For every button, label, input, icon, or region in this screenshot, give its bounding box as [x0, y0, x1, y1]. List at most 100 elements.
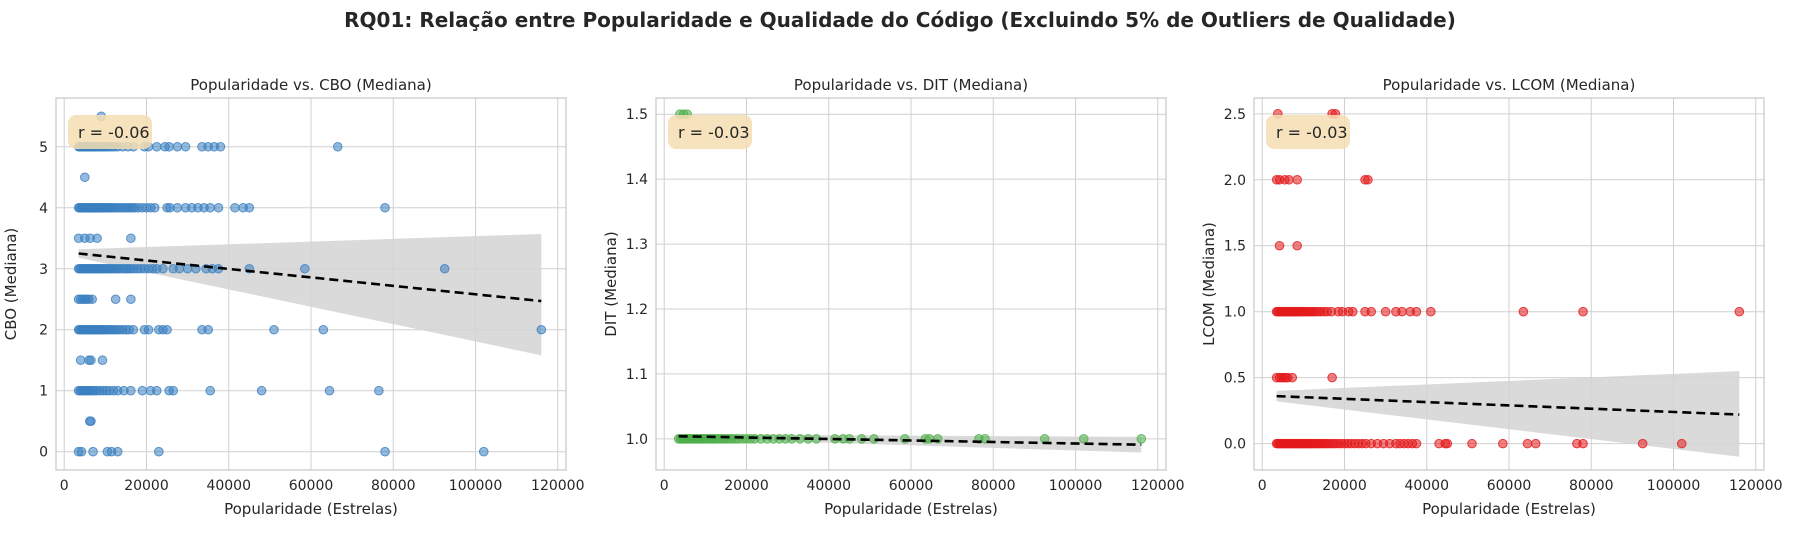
data-point	[536, 324, 547, 335]
figure-suptitle: RQ01: Relação entre Popularidade e Quali…	[344, 8, 1456, 32]
plot-area	[673, 109, 1147, 453]
axes-frame	[1253, 97, 1765, 471]
y-tick-label: 0.0	[1224, 437, 1246, 453]
data-point	[128, 324, 139, 335]
data-point	[1292, 240, 1302, 251]
data-point	[88, 446, 98, 457]
data-point	[478, 446, 489, 457]
data-point	[154, 446, 164, 457]
data-point	[180, 141, 191, 152]
data-point	[1578, 306, 1588, 317]
data-point	[1347, 306, 1358, 317]
data-point	[126, 294, 136, 305]
x-tick-label: 0	[60, 478, 69, 494]
trend-line	[1276, 394, 1740, 416]
y-tick-label: 2.5	[1224, 107, 1246, 123]
x-tick-label: 20000	[1322, 478, 1367, 494]
annotation-text: r = -0.06	[78, 123, 150, 142]
x-tick-label: 100000	[1049, 478, 1102, 494]
x-tick-label: 20000	[724, 478, 769, 494]
trend-line	[678, 434, 1142, 446]
data-point	[215, 141, 226, 152]
x-tick-label: 80000	[1569, 478, 1614, 494]
data-point	[205, 202, 216, 213]
x-tick-label: 0	[1258, 478, 1267, 494]
data-point	[158, 263, 168, 274]
x-axis-label: Popularidade (Estrelas)	[224, 500, 398, 518]
data-point	[324, 385, 335, 396]
y-tick-label: 5	[39, 140, 48, 156]
data-point	[112, 446, 123, 457]
x-tick-label: 0	[660, 478, 669, 494]
correlation-annotation: r = -0.03	[1266, 115, 1350, 149]
chart-panel-1: 0 20000 40000 60000 80000 100000 120000 0 1 2 3 4 5 P…	[2, 76, 585, 518]
y-tick-label: 1.0	[1224, 305, 1246, 321]
data-point	[1327, 372, 1337, 383]
x-tick-label: 20000	[124, 478, 169, 494]
annotation-text: r = -0.03	[1276, 123, 1348, 142]
data-point	[1397, 306, 1407, 317]
annotation-box	[668, 115, 752, 149]
y-axis-label: CBO (Mediana)	[2, 228, 20, 341]
x-tick-label: 120000	[1131, 478, 1184, 494]
data-point	[1578, 438, 1588, 449]
data-point	[168, 385, 179, 396]
data-point	[230, 202, 240, 213]
data-point	[92, 233, 102, 244]
axes-frame	[55, 97, 567, 471]
annotation-text: r = -0.03	[678, 123, 750, 142]
x-tick-label: 100000	[449, 478, 502, 494]
y-tick-label: 3	[39, 262, 48, 278]
data-point	[256, 385, 267, 396]
chart-title: Popularidade vs. LCOM (Mediana)	[1383, 76, 1636, 94]
y-tick-label: 1.3	[626, 237, 648, 253]
data-point	[151, 385, 162, 396]
y-tick-label: 1.5	[1224, 239, 1246, 255]
x-tick-label: 100000	[1647, 478, 1700, 494]
data-point	[1498, 438, 1508, 449]
data-point	[126, 385, 136, 396]
data-point	[172, 141, 183, 152]
confidence-band	[1276, 371, 1740, 457]
data-point	[1522, 438, 1533, 449]
data-point	[97, 355, 108, 366]
y-tick-label: 2.0	[1224, 173, 1246, 189]
x-tick-label: 60000	[889, 478, 934, 494]
data-point	[1637, 438, 1648, 449]
data-point	[300, 263, 310, 274]
y-tick-label: 4	[39, 201, 48, 217]
y-tick-label: 1.5	[626, 107, 648, 123]
x-axis-label: Popularidade (Estrelas)	[824, 500, 998, 518]
data-point	[1734, 306, 1745, 317]
data-point	[79, 172, 90, 183]
data-point	[1274, 240, 1285, 251]
data-point	[1411, 438, 1422, 449]
chart-title: Popularidade vs. CBO (Mediana)	[190, 76, 431, 94]
data-point	[1426, 306, 1436, 317]
x-axis-label: Popularidade (Estrelas)	[1422, 500, 1596, 518]
data-point	[1530, 438, 1541, 449]
chart-title: Popularidade vs. DIT (Mediana)	[794, 76, 1028, 94]
data-point	[143, 324, 154, 335]
data-point	[86, 355, 96, 366]
data-point	[75, 355, 86, 366]
data-point	[205, 385, 216, 396]
data-point	[318, 324, 329, 335]
x-tick-label: 120000	[1729, 478, 1782, 494]
x-tick-label: 60000	[289, 478, 334, 494]
data-point	[126, 233, 136, 244]
y-tick-label: 0	[39, 445, 48, 461]
y-axis-label: DIT (Mediana)	[602, 231, 620, 336]
data-point	[380, 446, 390, 457]
x-tick-label: 80000	[371, 478, 416, 494]
data-point	[76, 446, 87, 457]
data-point	[162, 324, 172, 335]
data-point	[1411, 306, 1422, 317]
correlation-annotation: r = -0.03	[668, 115, 752, 149]
data-point	[439, 263, 450, 274]
data-point	[1078, 434, 1089, 444]
data-point	[1442, 438, 1453, 449]
data-point	[1363, 174, 1373, 185]
data-point	[1292, 174, 1302, 185]
